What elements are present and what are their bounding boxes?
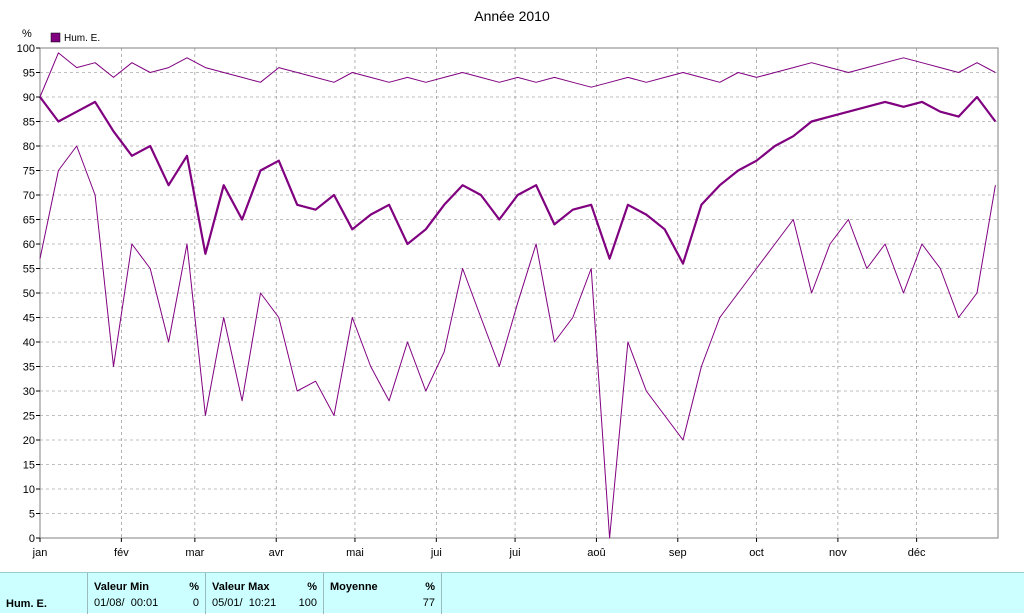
y-tick-label: 25 xyxy=(23,411,35,423)
y-tick-label: 75 xyxy=(23,166,35,178)
stats-avg-value: 77 xyxy=(422,597,435,609)
stats-series-cell: Hum. E. xyxy=(0,573,88,614)
y-tick-label: 90 xyxy=(23,92,35,104)
y-tick-label: 55 xyxy=(23,264,35,276)
stats-avg-unit: % xyxy=(425,581,435,593)
stats-avg-cell: Moyenne % 77 xyxy=(324,573,442,614)
stats-min-datetime: 01/08/ 00:01 xyxy=(94,597,159,609)
stats-max-label: Valeur Max xyxy=(212,581,270,593)
x-tick-label: mar xyxy=(185,547,204,559)
y-tick-label: 60 xyxy=(23,239,35,251)
legend-label: Hum. E. xyxy=(64,33,100,44)
series-line-mean xyxy=(39,95,997,265)
humidity-chart: 0 5 10 15 20 25 30 35 40 45 50 55 60 65 70 75 80 85 90 95 10… xyxy=(17,8,999,559)
series-line-max xyxy=(39,52,996,98)
y-tick-label: 70 xyxy=(23,190,35,202)
y-tick-label: 40 xyxy=(23,337,35,349)
y-tick-label: 15 xyxy=(23,460,35,472)
stats-max-cell: Valeur Max % 05/01/ 10:21 100 xyxy=(206,573,324,614)
stats-max-value: 100 xyxy=(298,597,317,609)
y-tick-label: 100 xyxy=(17,43,35,55)
y-tick-label: 20 xyxy=(23,435,35,447)
y-tick-label: 0 xyxy=(29,533,35,545)
stats-series-name: Hum. E. xyxy=(6,598,47,610)
y-tick-label: 10 xyxy=(23,484,35,496)
x-tick-label: jan xyxy=(32,547,48,559)
stats-min-value: 0 xyxy=(192,597,199,609)
stats-min-label: Valeur Min xyxy=(94,581,150,593)
stats-max-unit: % xyxy=(307,581,317,593)
x-tick-label: mai xyxy=(346,547,364,559)
stats-bar: Hum. E. Valeur Min % 01/08/ 00:01 0 Vale… xyxy=(0,572,1024,614)
legend-swatch xyxy=(50,32,61,43)
x-tick-label: jui xyxy=(509,547,521,559)
x-tick-label: aoû xyxy=(587,547,605,559)
x-tick-label: déc xyxy=(908,547,926,559)
y-tick-label: 85 xyxy=(23,117,35,129)
series-line-min xyxy=(39,145,996,539)
y-tick-label: 50 xyxy=(23,288,35,300)
legend: Hum. E. xyxy=(50,32,100,44)
x-tick-label: oct xyxy=(749,547,764,559)
chart-title: Année 2010 xyxy=(474,8,550,24)
stats-min-cell: Valeur Min % 01/08/ 00:01 0 xyxy=(88,573,206,614)
y-tick-label: 30 xyxy=(23,386,35,398)
y-axis-unit: % xyxy=(22,28,32,40)
x-tick-label: fév xyxy=(114,547,129,559)
stats-min-unit: % xyxy=(189,581,199,593)
plot-area xyxy=(39,47,999,539)
y-tick-label: 45 xyxy=(23,313,35,325)
x-tick-label: nov xyxy=(829,547,847,559)
x-tick-label: jui xyxy=(430,547,442,559)
y-tick-label: 95 xyxy=(23,68,35,80)
series-layer xyxy=(39,52,997,539)
x-tick-label: avr xyxy=(269,547,285,559)
y-tick-label: 80 xyxy=(23,141,35,153)
y-tick-label: 65 xyxy=(23,215,35,227)
axis-layer: 0 5 10 15 20 25 30 35 40 45 50 55 60 65 70 75 80 85 90 95 10… xyxy=(17,43,926,559)
x-tick-label: sep xyxy=(669,547,687,559)
stats-max-datetime: 05/01/ 10:21 xyxy=(212,597,277,609)
y-tick-label: 35 xyxy=(23,362,35,374)
stats-avg-label: Moyenne xyxy=(330,581,378,593)
grid xyxy=(40,48,998,538)
y-tick-label: 5 xyxy=(29,509,35,521)
